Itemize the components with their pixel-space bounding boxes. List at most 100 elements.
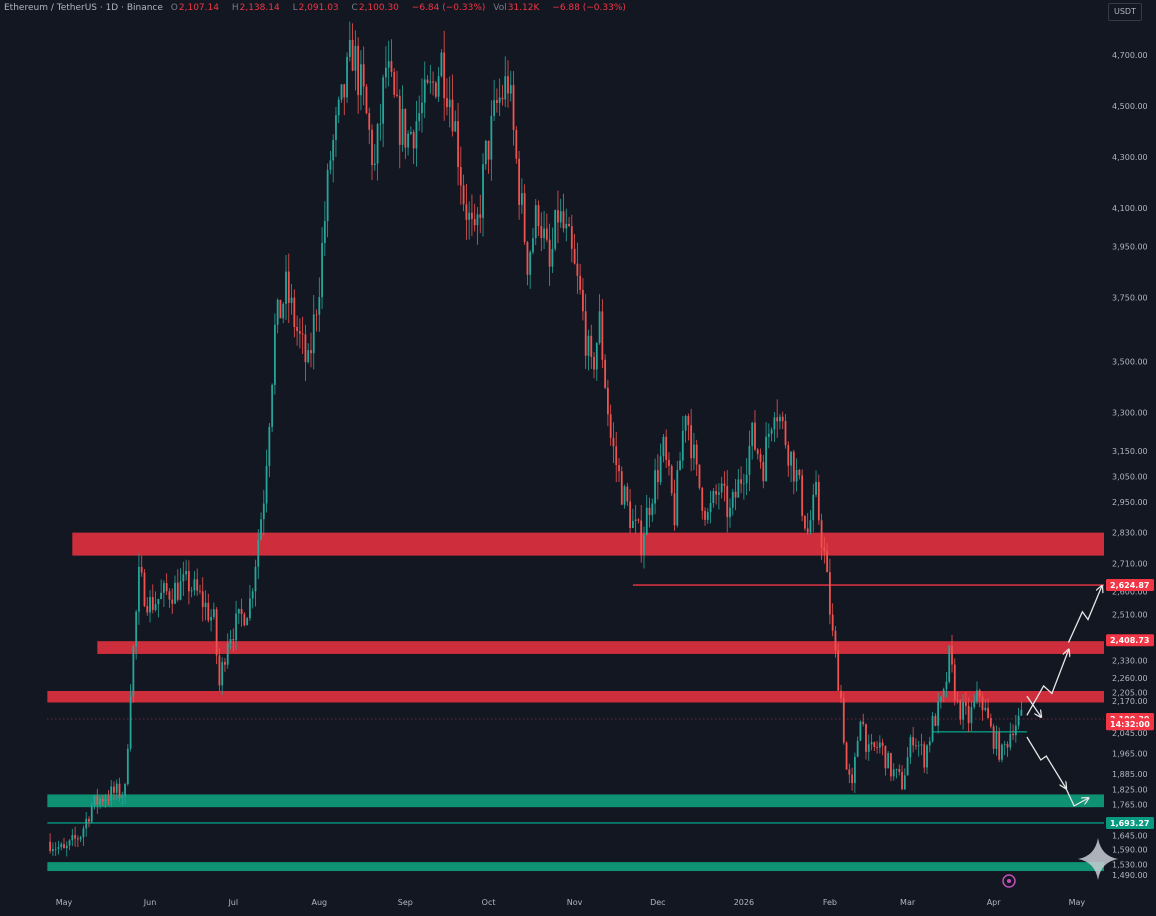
price-tick-label: 4,700.00 [1112,51,1148,60]
candle-body [343,84,346,98]
candle-body [978,690,981,697]
candle-body [709,503,712,513]
symbol-title[interactable]: Ethereum / TetherUS · 1D · Binance [4,3,163,13]
candle-body [360,64,362,96]
candle-body [1006,743,1009,748]
candle-body [745,474,748,484]
price-tick-label: 2,600.00 [1112,587,1148,596]
candle-body [568,223,570,227]
price-tick-label: 2,260.00 [1112,674,1148,683]
candle-body [887,753,890,769]
time-tick-label: Oct [482,898,496,907]
candle-body [817,481,820,521]
time-tick-label: May [56,898,73,907]
candle-body [687,415,690,426]
candle-body [862,721,865,725]
candle-body [1009,733,1012,748]
candle-body [806,528,809,533]
extra-change: −6.88 (−0.33%) [552,3,626,13]
support-zone-3 [47,794,1105,808]
candle-body [690,425,693,459]
candle-body [451,99,454,132]
candle-body [487,140,490,160]
chart-legend: Ethereum / TetherUS · 1D · Binance O2,10… [4,3,631,13]
candle-body [415,121,418,149]
price-tick-label: 1,490.00 [1112,871,1148,880]
candle-body [1012,733,1014,736]
candle-body [973,701,976,708]
price-tick-label: 4,100.00 [1112,204,1148,213]
candle-body [279,299,282,319]
candle-body [493,100,496,116]
high-value: 2,138.14 [239,3,280,13]
time-tick-label: Sep [398,898,413,907]
candle-body [942,689,945,697]
time-axis: May Jun Jul Aug Sep Oct Nov Dec 2026 Feb Mar Apr May [56,898,1086,907]
price-tick-label: 3,050.00 [1112,472,1148,481]
candle-body [795,470,798,482]
candle-body [670,465,673,494]
candle-body [465,204,468,220]
candle-body [243,614,246,626]
candle-body [351,39,354,71]
candle-body [909,737,912,758]
candle-body [143,572,146,607]
candle-body [770,429,773,434]
candle-body [93,795,96,806]
projection-arrows-layer [1026,586,1102,807]
candle-body [68,840,71,846]
candle-body [301,333,304,335]
candle-body [204,602,207,608]
candle-body [149,597,151,613]
candle-body [423,79,426,103]
time-tick-label: Mar [900,898,916,907]
candle-body [976,690,978,702]
resistance-zone-1 [97,641,1105,654]
candle-body [801,475,804,516]
price-tag-label: 1,693.27 [1110,819,1149,828]
candle-body [706,512,709,520]
candle-body [82,828,85,838]
candle-body [720,483,723,493]
price-tick-label: 1,645.00 [1112,831,1148,840]
price-axis-bg [1104,0,1156,912]
candle-body [212,609,215,617]
candle-body [1014,725,1017,736]
price-tick-label: 4,500.00 [1112,102,1148,111]
candle-body [276,299,279,325]
candle-body [756,449,759,455]
candle-body [845,742,848,770]
candle-body [554,210,557,249]
price-axis: 4,700.00 4,500.00 4,300.00 4,100.00 3,950.00… [1104,0,1156,912]
candle-body [171,599,174,604]
candle-body [534,205,537,239]
currency-button[interactable]: USDT [1108,3,1142,21]
candle-body [260,519,262,540]
candle-body [959,700,962,720]
candle-body [421,102,423,114]
candle-body [945,681,948,690]
candle-body [185,571,187,575]
candle-body [987,707,989,719]
candle-body [251,591,254,599]
candle-body [704,510,706,520]
price-tick-label: 1,885.00 [1112,770,1148,779]
candle-body [176,582,179,600]
candle-body [385,67,387,78]
candle-body [729,507,731,518]
candle-body [820,520,823,548]
resistance-zone-2 [47,690,1105,703]
candle-body [668,459,670,466]
candle-body [884,745,887,769]
candle-body [304,334,307,363]
price-tick-label: 3,300.00 [1112,409,1148,418]
candle-body [65,845,68,849]
candle-body [787,445,790,466]
low-value: 2,091.03 [298,3,339,13]
candle-body [851,774,853,784]
candle-body [121,795,124,798]
candle-body [379,123,382,125]
candle-body [96,795,99,805]
